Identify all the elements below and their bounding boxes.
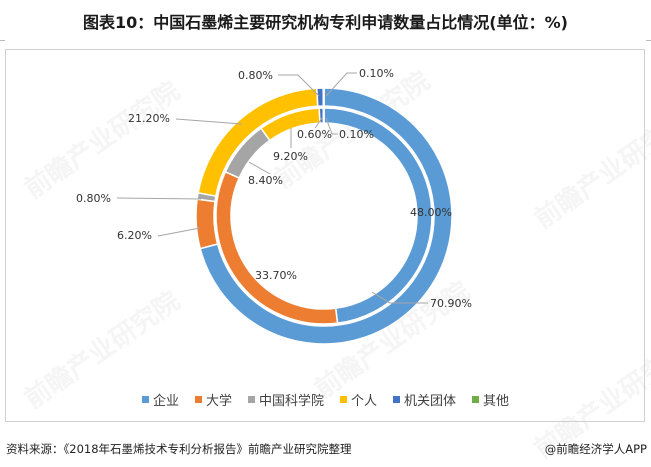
legend-item-university: 大学 <box>194 390 232 409</box>
leader-line <box>314 117 323 129</box>
data-label: 9.20% <box>273 150 308 163</box>
leader-lines <box>116 72 428 304</box>
legend-item-individual: 个人 <box>340 390 377 409</box>
data-labels: 70.90% 6.20% 0.80% 21.20% 0.80% 0.10% 48.00% 33… <box>76 67 472 310</box>
legend: 企业 大学 中国科学院 个人 机关团体 其他 <box>0 390 651 409</box>
legend-swatch-icon <box>141 396 149 403</box>
leader-line <box>157 227 201 237</box>
leader-line <box>325 117 338 135</box>
ring-segment-机关团体 <box>315 87 325 107</box>
data-label: 0.80% <box>76 192 111 205</box>
legend-swatch-icon <box>340 396 347 403</box>
chart-title: 图表10：中国石墨烯主要研究机构专利申请数量占比情况(单位：%) <box>83 13 568 32</box>
legend-item-enterprise: 企业 <box>141 390 179 409</box>
data-label: 48.00% <box>410 206 452 219</box>
inner-ring <box>215 107 433 325</box>
legend-swatch-icon <box>393 396 401 403</box>
data-label: 0.60% <box>297 128 332 141</box>
data-label: 21.20% <box>128 112 170 125</box>
chart-frame <box>5 49 645 422</box>
leader-line <box>248 161 271 175</box>
legend-item-government: 机关团体 <box>393 390 456 409</box>
ring-segment-其他 <box>322 107 325 124</box>
legend-swatch-icon <box>247 396 255 403</box>
data-label: 33.70% <box>255 269 297 282</box>
legend-swatch-icon <box>472 396 480 403</box>
leader-line <box>325 72 357 97</box>
data-label: 70.90% <box>430 297 472 310</box>
leader-line <box>175 118 243 125</box>
legend-label: 企业 <box>152 394 179 409</box>
data-label: 8.40% <box>248 174 283 187</box>
frame-corner <box>0 40 5 41</box>
legend-label: 机关团体 <box>404 394 457 409</box>
credit-note: @前瞻经济学人APP <box>544 442 647 456</box>
leader-line <box>116 197 202 200</box>
data-label: 6.20% <box>117 229 152 242</box>
legend-item-other: 其他 <box>472 390 509 409</box>
data-label: 0.80% <box>238 69 273 82</box>
data-label: 0.10% <box>359 67 394 80</box>
legend-label: 其他 <box>483 394 510 409</box>
legend-item-cas: 中国科学院 <box>247 390 324 409</box>
leader-line <box>371 291 428 304</box>
outer-ring <box>195 87 453 345</box>
frame-corner <box>646 40 651 41</box>
data-label: 0.10% <box>339 128 374 141</box>
leader-line <box>278 74 320 97</box>
legend-label: 个人 <box>351 394 378 409</box>
source-note: 资料来源：《2018年石墨烯技术专利分析报告》前瞻产业研究院整理 <box>6 442 352 456</box>
legend-label: 大学 <box>205 394 232 409</box>
legend-label: 中国科学院 <box>258 394 324 409</box>
ring-segment-大学 <box>195 198 219 250</box>
legend-swatch-icon <box>194 396 202 403</box>
ring-segment-其他 <box>322 87 325 107</box>
